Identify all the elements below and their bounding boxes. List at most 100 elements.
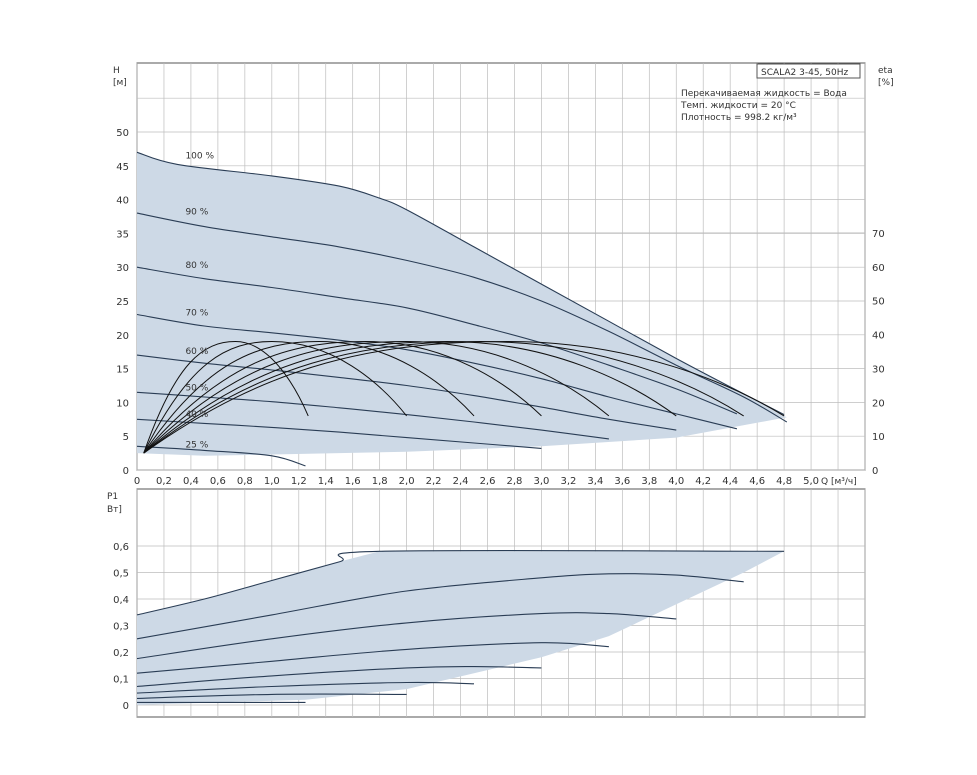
head-y-tick: 45 [116,162,129,173]
head-y2-tick: 30 [872,364,885,375]
head-y2-tick: 20 [872,398,885,409]
eta-curve [143,341,785,454]
eta-curve [143,341,408,454]
power-y-tick: 0,3 [113,622,129,633]
head-y-ticks: 0 5 10 15 20 25 30 35 40 45 50 [116,128,129,477]
eta-curve [143,341,475,454]
info-title: SCALA2 3-45, 50Hz [761,68,848,78]
eta-curve [143,341,309,454]
head-curve [136,445,306,467]
info-box: SCALA2 3-45, 50Hz Перекачиваемая жидкост… [680,63,861,123]
power-envelope-area [137,551,785,705]
head-y2-tick: 50 [872,297,885,308]
head-y-tick: 5 [123,432,129,443]
head-envelope-area [137,152,787,456]
head-curve [136,313,738,430]
power-curve [136,693,407,699]
eta-curve [143,341,744,454]
head-x-tick: 1,8 [372,476,388,487]
info-line-temp: Темп. жидкости = 20 °C [680,101,796,111]
head-y-tick: 35 [116,229,129,240]
head-series-label: 25 % [185,440,208,450]
head-x-tick: 2,0 [399,476,415,487]
head-x-tick: 2,4 [453,476,469,487]
head-x-tick: 4,2 [695,476,711,487]
eta-curve [143,341,677,454]
head-x-tick: 2,8 [507,476,523,487]
y2-axis-title-line1: eta [878,66,893,76]
head-x-tick: 3,2 [560,476,576,487]
head-y2-ticks: 0 10 20 30 40 50 60 70 [872,229,885,477]
head-y2-tick: 0 [872,466,878,477]
head-x-tick: 4,4 [722,476,738,487]
head-x-tick: 3,6 [614,476,630,487]
head-series-label: 70 % [185,308,208,318]
head-series-label: 60 % [185,347,208,357]
power-curve [136,642,609,674]
head-x-tick: 0,2 [156,476,172,487]
power-curve [136,681,475,694]
head-x-tick: 2,2 [426,476,442,487]
power-curve [136,573,744,640]
head-curve [136,354,677,431]
power-y-tick: 0 [123,701,129,712]
power-y-tick: 0,1 [113,675,129,686]
head-x-tick: 1,4 [318,476,334,487]
head-series-labels: 100 % 90 % 80 % 70 % 60 % 50 % 40 % 25 % [185,151,214,450]
power-y-axis-title-line1: P1 [107,492,118,502]
eta-curves [143,341,785,454]
head-x-tick: 3,4 [587,476,603,487]
power-y-tick: 0,6 [113,542,129,553]
head-y2-tick: 70 [872,229,885,240]
y-axis-title-line2: [м] [113,78,127,88]
head-y2-tick: 60 [872,263,885,274]
power-curve [136,666,542,688]
power-y-tick: 0,2 [113,648,129,659]
head-x-tick: 0 [134,476,140,487]
head-x-tick: 0,8 [237,476,253,487]
head-x-tick: 3,8 [641,476,657,487]
power-y-axis-title-line2: Вт] [107,505,122,515]
head-x-tick: 1,0 [264,476,280,487]
head-x-tick: 4,0 [668,476,684,487]
info-line-density: Плотность = 998.2 кг/м³ [681,113,797,123]
head-x-tick: 0,6 [210,476,226,487]
head-y-tick: 50 [116,128,129,139]
head-series-label: 50 % [185,383,208,393]
power-curve [136,549,785,616]
head-y2-tick: 10 [872,432,885,443]
head-series-label: 90 % [185,207,208,217]
head-x-tick: 5,0 [803,476,819,487]
eta-curve [143,341,542,454]
power-y-tick: 0,5 [113,569,129,580]
y-axis-title-line1: H [113,66,120,76]
head-y-tick: 25 [116,297,129,308]
head-y-tick: 15 [116,365,129,376]
head-envelope [137,152,787,456]
power-curve [136,612,677,660]
head-curve [136,151,785,416]
head-y-tick: 30 [116,263,129,274]
head-y-tick: 10 [116,398,129,409]
power-panel: 0 0,1 0,2 0,3 0,4 0,5 0,6 P1 Вт] [107,488,866,718]
head-series-label: 40 % [185,410,208,420]
eta-curve [143,341,610,454]
y2-axis-title-line2: [%] [878,78,894,88]
head-y-tick: 20 [116,331,129,342]
info-line-fluid: Перекачиваемая жидкость = Вода [681,89,847,99]
head-y-tick: 0 [123,466,129,477]
power-curves [136,549,785,703]
head-curve [136,418,542,449]
head-y-tick: 40 [116,196,129,207]
head-x-tick: 2,6 [480,476,496,487]
head-series-label: 80 % [185,261,208,271]
head-x-tick: 3,0 [533,476,549,487]
x-axis-title: Q [м³/ч] [821,477,857,487]
power-y-ticks: 0 0,1 0,2 0,3 0,4 0,5 0,6 [113,542,129,712]
power-envelope [137,551,785,705]
head-x-tick: 0,4 [183,476,199,487]
head-x-ticks: 0 0,2 0,4 0,6 0,8 1,0 1,2 1,4 1,6 1,8 2,0 2,2 2,4 2,6… [134,476,819,487]
head-curve [136,266,738,415]
head-x-tick: 4,8 [776,476,792,487]
